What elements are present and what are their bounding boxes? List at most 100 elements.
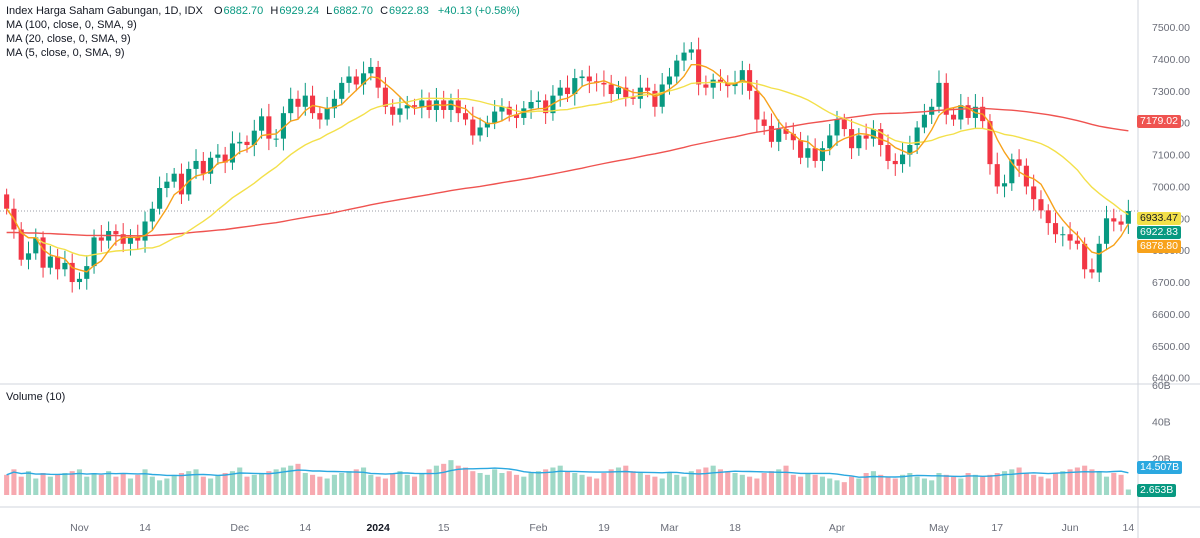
candle-body	[688, 49, 694, 53]
candle-body	[244, 141, 250, 146]
candle-body	[382, 87, 388, 107]
volume-bar	[870, 471, 876, 495]
candle-body	[280, 113, 286, 139]
candle-body	[419, 100, 425, 107]
candle-body	[878, 129, 884, 146]
price-tick-label: 6500.00	[1152, 341, 1190, 353]
time-tick-label: 15	[438, 522, 450, 534]
volume-bar	[1067, 469, 1073, 495]
ma5-price-badge: 6878.80	[1137, 240, 1181, 253]
candle-body	[834, 119, 840, 136]
volume-bar	[375, 476, 381, 495]
volume-bar	[579, 474, 585, 495]
volume-bar	[244, 476, 250, 495]
candle-body	[40, 237, 46, 268]
volume-tick-label: 40B	[1152, 417, 1171, 429]
candle-body	[943, 82, 949, 115]
volume-bar	[484, 474, 490, 495]
volume-bar	[615, 467, 622, 495]
candle-body	[812, 148, 818, 161]
volume-bar	[550, 467, 556, 495]
volume-bar	[1031, 474, 1037, 495]
candle-body	[681, 52, 687, 61]
candle-body	[572, 78, 578, 95]
volume-bar	[892, 478, 898, 495]
volume-bar	[492, 469, 498, 495]
candle-body	[790, 133, 796, 141]
volume-bar	[4, 474, 10, 495]
volume-bar	[914, 476, 920, 495]
candle-body	[521, 108, 527, 118]
candle-body	[62, 262, 68, 270]
volume-bar	[441, 463, 447, 495]
candle-body	[674, 60, 680, 77]
ma5-legend[interactable]: MA (5, close, 0, SMA, 9)	[6, 46, 520, 60]
volume-legend[interactable]: Volume (10)	[6, 390, 65, 404]
price-tick-label: 7400.00	[1152, 54, 1190, 66]
high-key: H	[270, 5, 279, 17]
volume-bar	[543, 469, 549, 495]
volume-bar	[47, 476, 53, 495]
candle-body	[164, 181, 170, 189]
volume-bar	[739, 474, 745, 495]
ma20-price-badge: 6933.47	[1137, 212, 1181, 225]
candle-body	[208, 157, 214, 174]
candle-body	[484, 122, 490, 128]
candle-body	[273, 138, 279, 140]
volume-layer	[4, 460, 1131, 495]
volume-bar	[754, 478, 760, 495]
volume-bar	[586, 476, 592, 495]
candle-body	[18, 229, 24, 260]
candle-body	[717, 79, 724, 83]
candle-body	[1031, 186, 1037, 200]
volume-bar	[229, 471, 235, 495]
volume-bar	[317, 476, 323, 495]
time-tick-label: 2024	[366, 522, 390, 534]
volume-bar	[856, 478, 862, 495]
ma20-legend[interactable]: MA (20, close, 0, SMA, 9)	[6, 32, 520, 46]
candle-body	[229, 143, 235, 163]
volume-bar	[382, 478, 388, 495]
candle-body	[849, 129, 855, 149]
time-tick-label: 14	[299, 522, 311, 534]
volume-bar	[62, 473, 68, 495]
candle-body	[397, 108, 403, 115]
candle-body	[754, 90, 760, 120]
candle-body	[710, 79, 716, 88]
volume-bar	[1060, 471, 1066, 495]
volume-bar	[674, 474, 680, 495]
volume-bar	[513, 474, 520, 495]
candle-body	[215, 154, 221, 158]
volume-bar	[1023, 473, 1029, 495]
candle-body	[870, 129, 876, 139]
volume-bar	[84, 476, 90, 495]
axes-layer: 6400.006500.006600.006700.006800.006900.…	[70, 22, 1190, 534]
volume-bar	[33, 478, 39, 495]
volume-bar	[703, 467, 709, 495]
volume-bar	[1103, 476, 1110, 495]
open-key: O	[213, 5, 223, 17]
candle-body	[1103, 218, 1110, 244]
time-tick-label: Mar	[660, 522, 679, 534]
candle-body	[1111, 218, 1117, 222]
candle-body	[987, 121, 993, 165]
change-value: +40.13 (+0.58%)	[437, 5, 520, 17]
candle-body	[892, 160, 898, 165]
volume-bar	[688, 471, 694, 495]
time-tick-label: 18	[729, 522, 741, 534]
ma100-legend[interactable]: MA (100, close, 0, SMA, 9)	[6, 18, 520, 32]
volume-bar	[426, 469, 432, 495]
open-value: 6882.70	[223, 5, 264, 17]
volume-tick-label: 60B	[1152, 380, 1171, 392]
volume-bar	[135, 474, 141, 495]
volume-bar	[506, 471, 512, 495]
candle-body	[98, 237, 104, 241]
volume-bar	[594, 478, 600, 495]
volume-bar	[193, 469, 199, 495]
candle-body	[557, 87, 563, 96]
volume-bar	[819, 476, 825, 495]
volume-bar	[149, 476, 155, 495]
candle-body	[819, 148, 825, 161]
candle-body	[295, 98, 301, 107]
